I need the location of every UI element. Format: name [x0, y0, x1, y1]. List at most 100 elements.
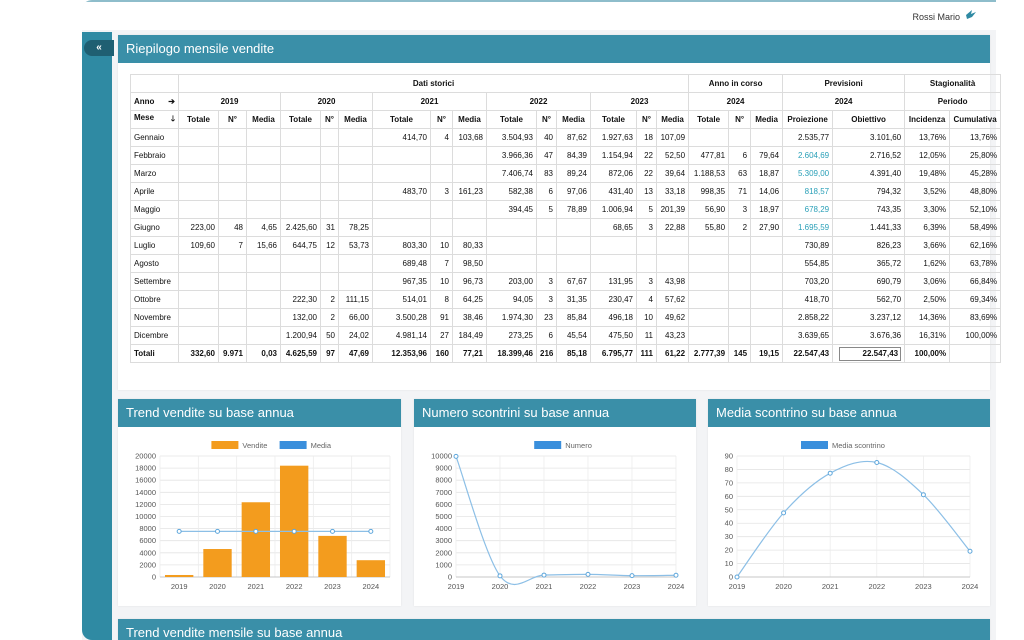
table-cell: 10 — [636, 308, 657, 327]
table-cell — [320, 164, 339, 183]
y-tick-label: 2000 — [139, 560, 156, 569]
table-cell: 5 — [636, 200, 657, 219]
year-header: 2021 — [372, 92, 487, 111]
data-point — [330, 528, 335, 534]
table-cell: 1.974,30 — [486, 308, 537, 327]
table-cell — [750, 290, 784, 309]
table-cell: 678,29 — [782, 200, 834, 219]
table-cell — [728, 326, 752, 345]
table-cell: 0,03 — [246, 344, 281, 363]
table-cell: 967,35 — [372, 272, 431, 291]
table-cell — [372, 200, 431, 219]
table-cell — [218, 308, 247, 327]
y-tick-label: 70 — [725, 478, 733, 487]
y-tick-label: 50 — [725, 505, 733, 514]
table-cell: 131,95 — [590, 272, 637, 291]
table-cell — [178, 182, 219, 201]
table-cell — [486, 254, 537, 273]
numero-chart-panel: Numero scontrini su base annua Numero 0 10… — [414, 399, 696, 606]
table-cell: 47,69 — [338, 344, 373, 363]
table-cell: 22.547,43 — [782, 344, 834, 363]
table-cell — [178, 254, 219, 273]
numero-chart: Numero 0 1000 2000 3000 4000 5000 6000 7000 8000 9… — [431, 441, 684, 591]
table-cell: 12 — [320, 236, 339, 255]
y-tick-label: 30 — [725, 532, 733, 541]
table-cell: 31 — [320, 218, 339, 237]
table-cell: 14,06 — [750, 182, 784, 201]
table-cell: 4.625,59 — [280, 344, 321, 363]
table-cell: 690,79 — [832, 272, 906, 291]
table-cell: 273,25 — [486, 326, 537, 345]
table-cell — [430, 218, 453, 237]
table-cell: 554,85 — [782, 254, 834, 273]
table-cell: 818,57 — [782, 182, 834, 201]
table-cell: 84,39 — [556, 146, 591, 165]
table-cell — [728, 254, 752, 273]
bar — [279, 465, 309, 577]
table-cell — [556, 236, 591, 255]
table-cell: 18,87 — [750, 164, 784, 183]
table-cell — [178, 290, 219, 309]
bar — [356, 560, 386, 577]
table-cell — [218, 290, 247, 309]
table-cell: 53,73 — [338, 236, 373, 255]
table-cell — [750, 236, 784, 255]
anno-sort-header[interactable]: Anno ➔ — [130, 92, 179, 111]
table-row: Febbraio 3.966,36 47 84,39 1.154,94 22 52,50 47… — [130, 146, 1002, 165]
x-tick-label: 2023 — [324, 582, 341, 591]
table-cell: 38,46 — [452, 308, 487, 327]
x-tick-label: 2019 — [729, 582, 746, 591]
table-cell: 22,88 — [655, 218, 690, 237]
table-cell: 3.101,60 — [832, 128, 906, 147]
table-cell — [688, 254, 730, 273]
table-cell — [218, 200, 247, 219]
table-cell — [590, 254, 637, 273]
trend-chart-panel: Trend vendite su base annua Vendite Media… — [118, 399, 401, 606]
column-header: Media — [452, 110, 487, 129]
objective-total-input[interactable]: 22.547,43 — [839, 346, 902, 361]
table-cell: 3 — [728, 200, 752, 219]
table-cell — [486, 236, 537, 255]
data-point — [453, 453, 459, 459]
table-cell: 79,64 — [750, 146, 784, 165]
y-tick-label: 90 — [725, 452, 733, 461]
y-tick-label: 10 — [725, 559, 733, 568]
table-cell — [246, 254, 281, 273]
month-cell: Settembre — [130, 272, 179, 291]
table-cell — [452, 146, 487, 165]
table-cell: 3 — [636, 272, 657, 291]
table-cell: 2,50% — [904, 290, 951, 309]
table-cell — [655, 236, 690, 255]
table-cell: 6,39% — [904, 218, 951, 237]
table-cell: 1.200,94 — [280, 326, 321, 345]
table-cell: 394,45 — [486, 200, 537, 219]
column-header: Media — [655, 110, 690, 129]
table-cell — [280, 200, 321, 219]
user-name[interactable]: Rossi Mario — [912, 12, 960, 22]
table-cell: 15,66 — [246, 236, 281, 255]
table-cell: 2 — [728, 218, 752, 237]
table-cell — [280, 272, 321, 291]
table-cell: 201,39 — [655, 200, 690, 219]
totals-row: Totali 332,60 9.971 0,03 4.625,59 97 47,69 12.3… — [130, 344, 1002, 363]
table-cell: 4,65 — [246, 218, 281, 237]
table-cell: 10 — [430, 272, 453, 291]
y-tick-label: 2000 — [435, 548, 452, 557]
corner-cell — [130, 74, 179, 93]
data-point — [585, 571, 591, 577]
y-tick-label: 6000 — [435, 500, 452, 509]
x-tick-label: 2023 — [915, 582, 932, 591]
data-point — [541, 572, 547, 578]
table-cell — [178, 164, 219, 183]
table-cell — [728, 236, 752, 255]
data-point — [673, 572, 679, 578]
mese-sort-header[interactable]: Mese 🡓 — [130, 110, 179, 129]
table-cell — [372, 146, 431, 165]
forecast-year-header: 2024 — [782, 92, 906, 111]
table-cell — [750, 254, 784, 273]
table-cell — [452, 164, 487, 183]
table-cell: 3,66% — [904, 236, 951, 255]
user-bird-icon[interactable] — [964, 8, 978, 22]
sidebar-collapse-button[interactable]: « — [84, 40, 114, 56]
month-cell: Gennaio — [130, 128, 179, 147]
